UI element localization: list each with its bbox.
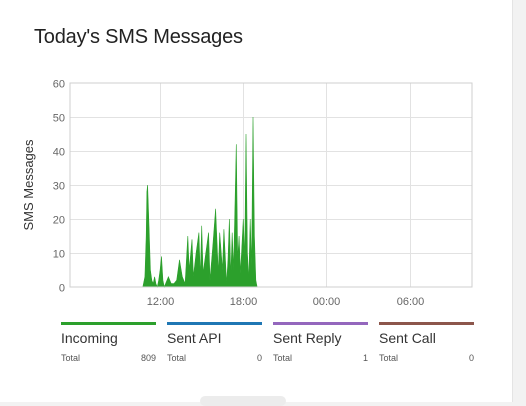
y-tick-label: 20	[53, 215, 65, 227]
legend-item-incoming[interactable]: Incoming Total 809	[61, 322, 156, 372]
legend-label-incoming: Incoming	[61, 330, 118, 346]
legend-total-label: Total	[273, 353, 293, 363]
legend-total-value: 809	[140, 353, 156, 363]
legend-label-sent-reply: Sent Reply	[273, 330, 342, 346]
legend-total-label: Total	[379, 353, 399, 363]
legend-line-sent-api	[167, 322, 262, 325]
series-area-incoming	[142, 116, 258, 289]
x-tick-label: 06:00	[397, 296, 425, 308]
legend-label-sent-api: Sent API	[167, 330, 222, 346]
legend-total-value: 0	[256, 353, 262, 363]
y-axis-label: SMS Messages	[21, 139, 36, 231]
bottom-scroll-tab[interactable]	[200, 396, 286, 406]
legend-line-incoming	[61, 322, 156, 325]
y-tick-label: 50	[53, 113, 65, 125]
legend-item-sent-api[interactable]: Sent API Total 0	[167, 322, 262, 372]
y-tick-label: 60	[53, 79, 65, 91]
legend-total-value: 0	[468, 353, 474, 363]
x-tick-label: 00:00	[313, 296, 341, 308]
sms-area-chart: 0 10 20 30 40 50 60 12:00 18:00 00:00 06:00 SMS Mes…	[21, 79, 473, 308]
legend-item-sent-reply[interactable]: Sent Reply Total 1	[273, 322, 368, 372]
legend-item-sent-call[interactable]: Sent Call Total 0	[379, 322, 474, 372]
legend-total-label: Total	[167, 353, 187, 363]
chart-title: Today's SMS Messages	[34, 26, 243, 48]
chart-panel: Today's SMS Messages 0 10 20 30 40 50 60 12:00 1…	[0, 0, 513, 402]
plot-border	[69, 82, 473, 288]
legend-total-value: 1	[362, 353, 368, 363]
x-tick-label: 12:00	[147, 296, 175, 308]
y-tick-label: 40	[53, 147, 65, 159]
legend-line-sent-call	[379, 322, 474, 325]
y-tick-label: 10	[53, 249, 65, 261]
y-tick-label: 30	[53, 181, 65, 193]
legend-label-sent-call: Sent Call	[379, 330, 436, 346]
y-tick-label: 0	[59, 283, 65, 295]
legend-line-sent-reply	[273, 322, 368, 325]
x-tick-label: 18:00	[230, 296, 258, 308]
legend-total-label: Total	[61, 353, 81, 363]
